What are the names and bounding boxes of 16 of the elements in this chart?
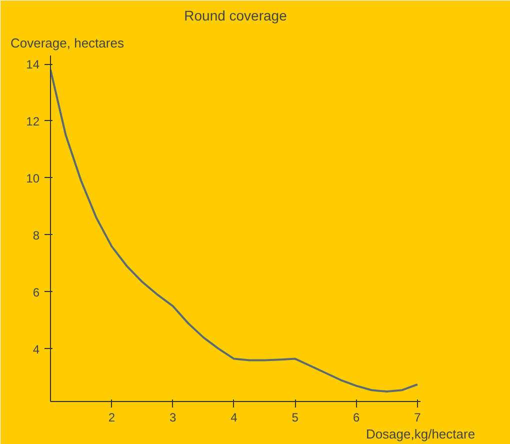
y-tick-label: 14 — [26, 58, 40, 72]
chart-title: Round coverage — [184, 8, 288, 24]
x-tick-label: 7 — [414, 410, 422, 424]
x-tick-label: 4 — [230, 410, 238, 424]
x-tick-label: 3 — [169, 410, 176, 424]
x-tick-label: 6 — [352, 410, 360, 424]
x-tick-label: 5 — [292, 410, 299, 424]
y-tick-label: 6 — [32, 285, 40, 300]
y-tick-label: 8 — [32, 228, 40, 242]
x-axis-title: Dosage,kg/hectare — [366, 426, 476, 442]
line-series — [50, 68, 418, 393]
y-tick-label: 12 — [26, 114, 40, 128]
y-tick-label: 10 — [26, 171, 40, 186]
y-tick-label: 4 — [32, 342, 40, 356]
x-tick-label: 2 — [108, 410, 116, 424]
y-axis-title: Coverage, hectares — [10, 36, 124, 50]
